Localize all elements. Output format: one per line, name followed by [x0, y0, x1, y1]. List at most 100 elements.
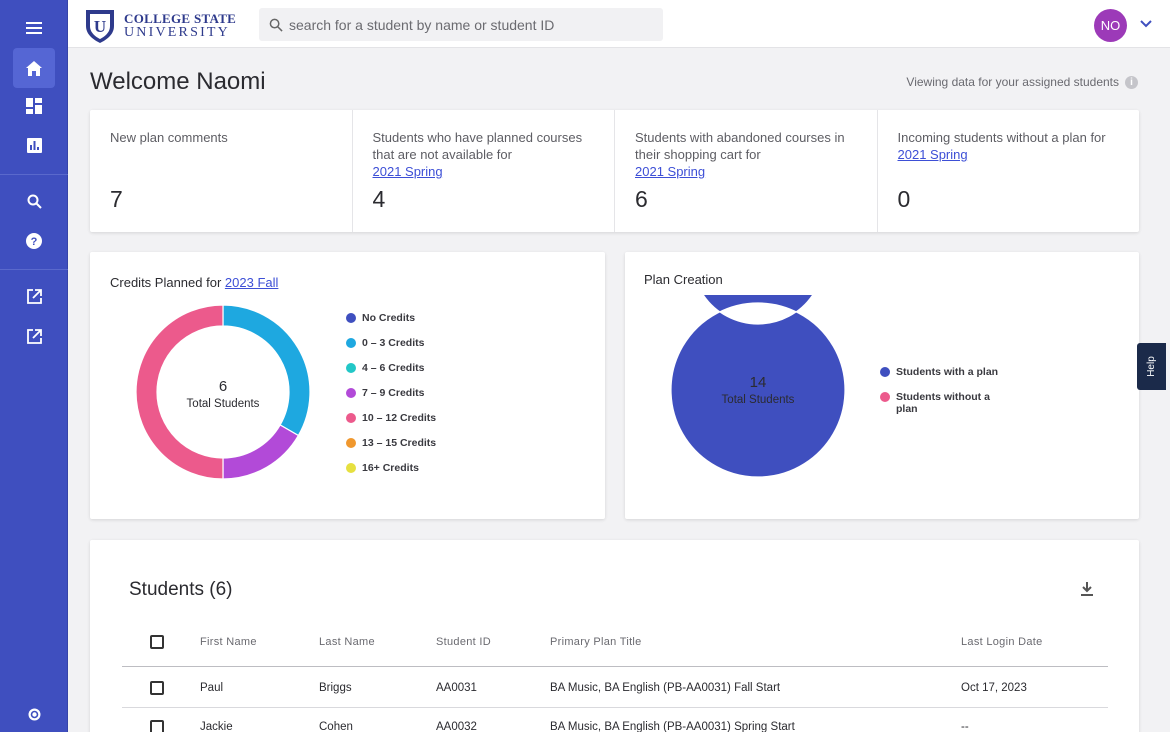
legend-label: 0 – 3 Credits	[362, 337, 425, 349]
donut-slice-0-3-credits[interactable]	[222, 304, 311, 437]
legend-item-no-credits[interactable]: No Credits	[346, 312, 436, 337]
legend-swatch	[346, 463, 356, 473]
stat-incoming-no-plan[interactable]: Incoming students without a plan for 202…	[878, 110, 1140, 232]
bar-chart-icon[interactable]	[13, 125, 55, 165]
logo-line-2: UNIVERSITY	[124, 25, 230, 40]
donut-slice-10-12-credits[interactable]	[135, 304, 224, 480]
students-title: Students (6)	[129, 579, 233, 600]
legend-swatch	[346, 413, 356, 423]
shield-logo-icon: U	[86, 10, 114, 43]
legend-swatch	[880, 367, 890, 377]
plan-creation-card: Plan Creation 14 Total Students Students…	[625, 252, 1139, 519]
student-search[interactable]	[259, 8, 663, 41]
credits-donut-chart: 6 Total Students	[135, 304, 311, 480]
sidebar: ?	[0, 0, 68, 732]
legend-swatch	[346, 388, 356, 398]
legend-swatch	[346, 313, 356, 323]
chart-title: Plan Creation	[644, 272, 723, 287]
help-circle-icon[interactable]: ?	[13, 221, 55, 261]
legend-item-0-3-credits[interactable]: 0 – 3 Credits	[346, 337, 436, 362]
donut-slice-students-with-a-plan[interactable]	[670, 295, 846, 478]
donut-center-label: Total Students	[722, 394, 795, 406]
legend-swatch	[346, 338, 356, 348]
stat-value: 7	[110, 186, 123, 212]
term-link[interactable]: 2021 Spring	[635, 164, 706, 179]
term-link[interactable]: 2021 Spring	[897, 147, 968, 162]
page-title: Welcome Naomi	[90, 68, 266, 95]
stat-value: 4	[372, 186, 386, 212]
legend-item-students-without-a-plan[interactable]: Students without a plan	[880, 391, 1000, 416]
chevron-down-icon[interactable]	[1138, 16, 1154, 32]
students-card	[90, 540, 1139, 732]
top-header: U COLLEGE STATE UNIVERSITY NO	[68, 0, 1170, 48]
home-icon[interactable]	[13, 48, 55, 88]
legend-label: 10 – 12 Credits	[362, 412, 437, 424]
sidebar-divider	[0, 269, 68, 270]
legend-item-4-6-credits[interactable]: 4 – 6 Credits	[346, 362, 436, 387]
column-header-plan-title[interactable]: Primary Plan Title	[550, 636, 642, 648]
legend-label: No Credits	[362, 312, 416, 324]
credits-chart-card: Credits Planned for 2023 Fall 6 Total St…	[90, 252, 605, 519]
help-tab[interactable]: Help	[1137, 343, 1166, 390]
cell-first-name[interactable]: Paul	[200, 682, 224, 694]
legend-label: 7 – 9 Credits	[362, 387, 425, 399]
chart-legend: Students with a plan Students without a p…	[880, 366, 1000, 416]
select-all-checkbox[interactable]	[150, 635, 164, 649]
legend-item-13-15-credits[interactable]: 13 – 15 Credits	[346, 437, 436, 462]
column-header-last-name[interactable]: Last Name	[319, 636, 375, 648]
external-link-icon[interactable]	[13, 316, 55, 356]
column-header-student-id[interactable]: Student ID	[436, 636, 491, 648]
legend-label: Students without a plan	[896, 391, 990, 415]
legend-item-16-credits[interactable]: 16+ Credits	[346, 462, 436, 487]
cell-student-id: AA0031	[436, 682, 477, 694]
info-icon[interactable]: i	[1125, 75, 1138, 89]
term-link[interactable]: 2023 Fall	[224, 275, 279, 290]
svg-text:?: ?	[31, 236, 38, 248]
viewing-note: Viewing data for your assigned students …	[906, 75, 1138, 89]
stat-label: Students who have planned courses that a…	[372, 130, 583, 179]
legend-label: 16+ Credits	[362, 462, 419, 474]
legend-item-7-9-credits[interactable]: 7 – 9 Credits	[346, 387, 436, 412]
external-link-icon[interactable]	[13, 276, 55, 316]
dashboard-icon[interactable]	[13, 86, 55, 126]
search-input[interactable]	[289, 16, 649, 33]
term-link[interactable]: 2021 Spring	[372, 164, 443, 179]
stat-label: Students with abandoned courses in their…	[635, 130, 845, 179]
cell-student-id: AA0032	[436, 721, 477, 732]
stat-unavailable-courses[interactable]: Students who have planned courses that a…	[353, 110, 615, 232]
viewing-note-text: Viewing data for your assigned students	[906, 75, 1119, 89]
cell-first-name[interactable]: Jackie	[200, 721, 233, 732]
legend-label: 13 – 15 Credits	[362, 437, 437, 449]
column-header-last-login[interactable]: Last Login Date	[961, 636, 1043, 648]
avatar[interactable]: NO	[1094, 9, 1127, 42]
menu-icon[interactable]	[13, 8, 55, 48]
download-icon[interactable]	[1080, 581, 1094, 597]
donut-center-value: 14	[750, 374, 767, 391]
stat-abandoned-cart[interactable]: Students with abandoned courses in their…	[615, 110, 878, 232]
chart-title: Credits Planned for 2023 Fall	[110, 275, 279, 290]
legend-item-10-12-credits[interactable]: 10 – 12 Credits	[346, 412, 436, 437]
legend-swatch	[346, 438, 356, 448]
stats-card: New plan comments 7 Students who have pl…	[90, 110, 1139, 232]
cell-last-login: --	[961, 721, 969, 732]
row-checkbox[interactable]	[150, 720, 164, 732]
cell-plan-title: BA Music, BA English (PB-AA0031) Spring …	[550, 721, 795, 732]
search-icon[interactable]	[13, 181, 55, 221]
donut-center-value: 6	[219, 378, 227, 395]
row-divider	[122, 707, 1108, 708]
stat-label: Incoming students without a plan for 202…	[897, 130, 1106, 162]
legend-swatch	[346, 363, 356, 373]
cell-last-name: Cohen	[319, 721, 353, 732]
university-logo[interactable]: U COLLEGE STATE UNIVERSITY	[84, 8, 236, 44]
donut-slice-7-9-credits[interactable]	[222, 424, 300, 480]
column-header-first-name[interactable]: First Name	[200, 636, 257, 648]
brand-icon	[13, 694, 55, 732]
row-checkbox[interactable]	[150, 681, 164, 695]
svg-text:U: U	[94, 17, 106, 36]
legend-item-students-with-a-plan[interactable]: Students with a plan	[880, 366, 1000, 391]
cell-last-name: Briggs	[319, 682, 352, 694]
header-divider	[122, 666, 1108, 667]
stat-plan-comments[interactable]: New plan comments 7	[90, 110, 353, 232]
stat-value: 6	[635, 186, 648, 212]
logo-line-1: COLLEGE STATE	[124, 11, 237, 26]
